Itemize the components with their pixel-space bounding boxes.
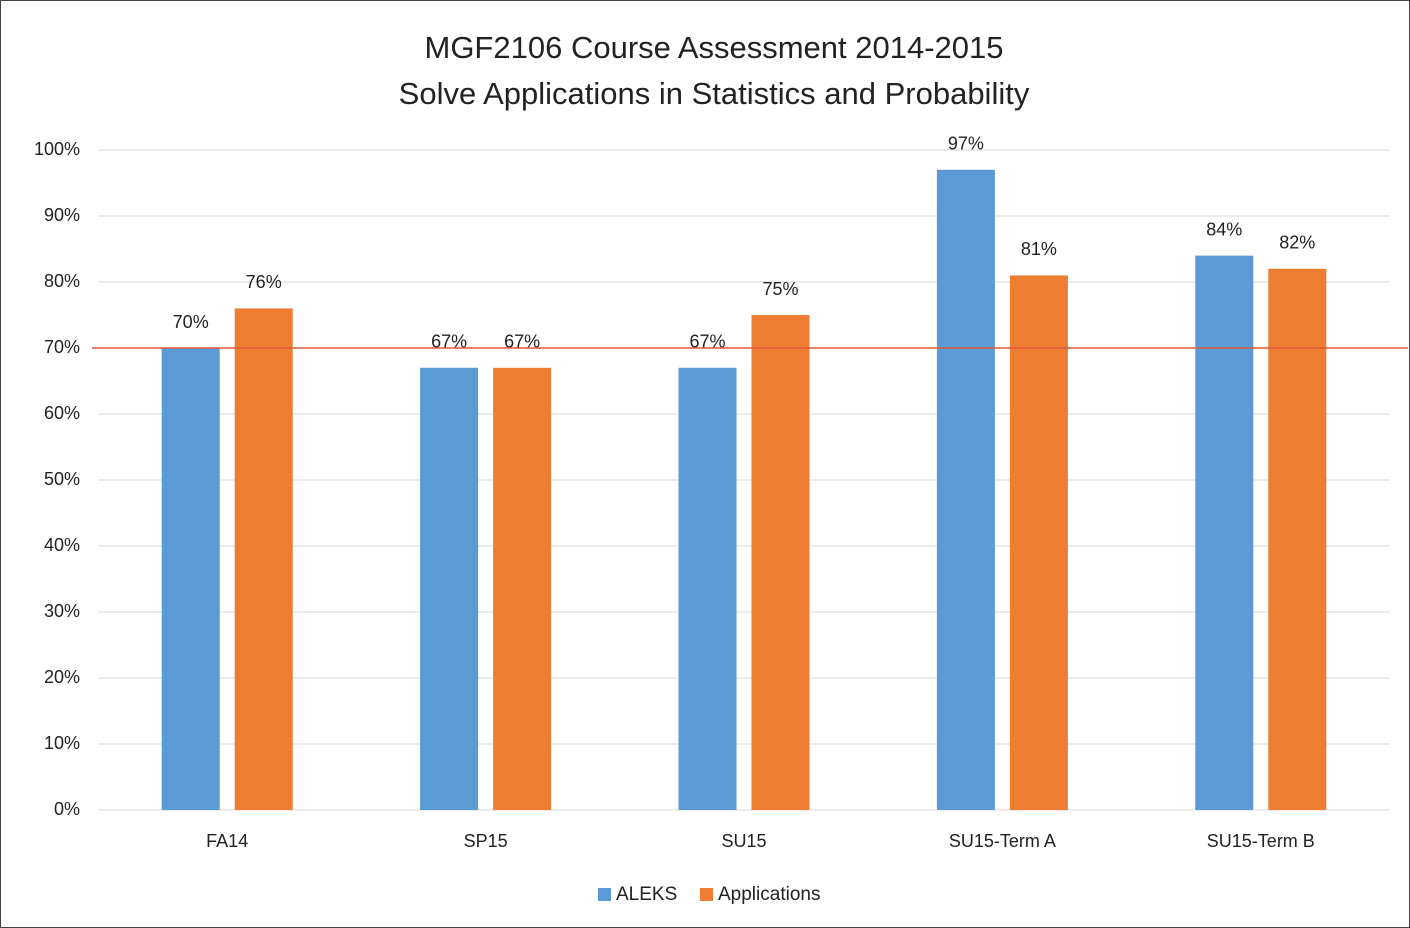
bar	[493, 367, 552, 810]
value-label: 76%	[246, 272, 282, 292]
value-label: 81%	[1021, 239, 1057, 259]
y-tick-label: 80%	[44, 271, 80, 291]
value-label: 82%	[1279, 233, 1315, 253]
value-label: 67%	[431, 332, 467, 352]
bar	[1195, 255, 1254, 811]
y-tick-label: 70%	[44, 337, 80, 357]
y-tick-label: 0%	[54, 799, 80, 819]
bar	[161, 348, 220, 810]
x-tick-label: FA14	[206, 831, 248, 851]
bar	[1009, 275, 1068, 810]
chart-subtitle: Solve Applications in Statistics and Pro…	[399, 76, 1030, 111]
y-tick-label: 30%	[44, 601, 80, 621]
value-label: 97%	[948, 134, 984, 154]
y-tick-label: 90%	[44, 205, 80, 225]
bar	[751, 315, 810, 810]
y-tick-label: 60%	[44, 403, 80, 423]
x-tick-label: SU15-Term B	[1207, 831, 1315, 851]
value-label: 70%	[173, 312, 209, 332]
bar	[1268, 268, 1327, 810]
bar	[420, 367, 479, 810]
value-label: 84%	[1206, 219, 1242, 239]
y-tick-label: 10%	[44, 733, 80, 753]
x-tick-label: SP15	[464, 831, 508, 851]
y-tick-label: 50%	[44, 469, 80, 489]
y-tick-label: 100%	[34, 139, 80, 159]
value-label: 67%	[689, 332, 725, 352]
value-label: 67%	[504, 332, 540, 352]
y-tick-label: 40%	[44, 535, 80, 555]
bar	[234, 308, 293, 810]
legend-swatch	[700, 888, 713, 901]
chart-title: MGF2106 Course Assessment 2014-2015	[425, 30, 1004, 65]
value-label: 75%	[762, 279, 798, 299]
bar	[678, 367, 737, 810]
x-tick-label: SU15	[721, 831, 766, 851]
y-tick-label: 20%	[44, 667, 80, 687]
legend-label: ALEKS	[616, 884, 677, 905]
bar	[936, 169, 995, 811]
legend-swatch	[598, 888, 611, 901]
x-tick-label: SU15-Term A	[949, 831, 1056, 851]
legend-label: Applications	[718, 884, 820, 905]
